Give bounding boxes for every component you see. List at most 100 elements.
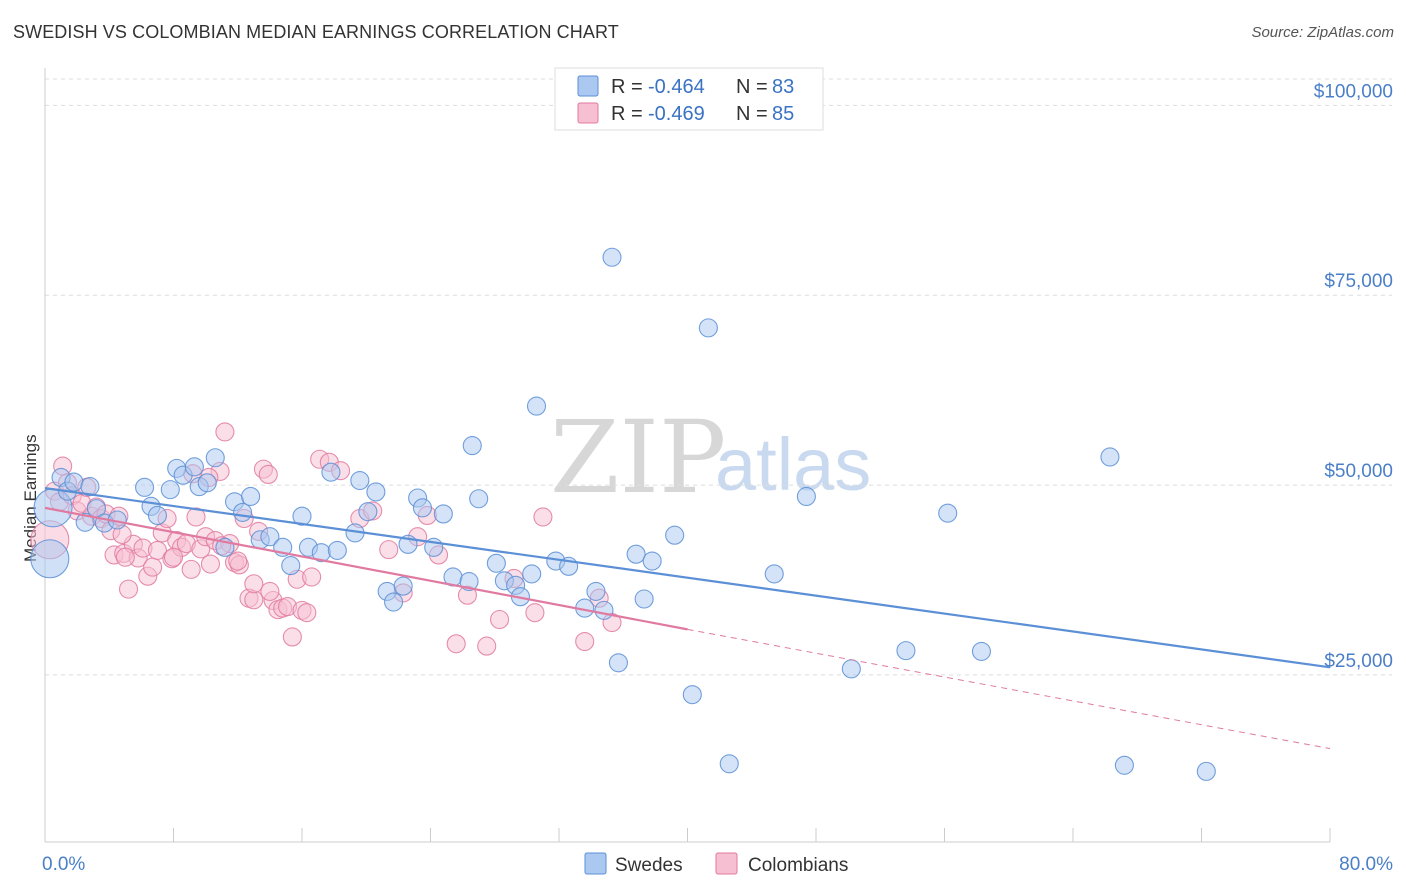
watermark-atlas: atlas [715,423,871,506]
x-tick-label-min: 0.0% [42,854,85,875]
point-swedes [526,396,547,416]
point-colombians [525,603,545,623]
point-colombians [186,507,206,527]
point-colombians [260,581,280,601]
point-swedes [602,247,622,267]
legend-n-label-colombians: N = [736,103,768,125]
legend-bottom-label-swedes: Swedes [615,855,683,876]
point-swedes [796,486,816,507]
legend-r-label-swedes: R = [611,76,643,98]
chart-title: SWEDISH VS COLOMBIAN MEDIAN EARNINGS COR… [13,22,619,42]
point-swedes [160,480,180,500]
point-swedes [75,512,95,532]
point-colombians [143,557,163,577]
point-swedes [241,486,261,507]
point-swedes [292,506,312,526]
point-swedes [486,553,506,573]
point-colombians [302,567,322,587]
point-swedes [594,600,614,620]
point-swedes [841,659,861,679]
legend-r-value-swedes: -0.464 [648,76,705,98]
point-colombians [446,634,466,654]
point-swedes [698,318,718,338]
point-swedes [384,592,404,612]
point-swedes [938,503,958,523]
point-colombians [118,579,139,599]
point-colombians [181,559,201,579]
legend-bottom-swatch-colombians [715,852,738,875]
point-colombians [282,627,302,647]
legend-swatch-swedes [577,75,599,97]
legend-n-value-colombians: 85 [772,103,794,125]
point-colombians [147,540,167,560]
legend-bottom-swatch-swedes [584,852,607,875]
point-colombians [490,609,510,630]
point-swedes [469,489,489,509]
point-swedes [896,641,916,661]
point-swedes [1100,447,1120,467]
y-tick-label: $75,000 [1324,271,1393,292]
point-swedes [64,472,84,492]
legend-bottom: Swedes Colombians [584,852,848,876]
y-tick-label: $25,000 [1324,651,1393,672]
point-swedes [634,589,654,609]
point-colombians [115,547,135,567]
axes [44,68,1331,843]
point-colombians [215,422,235,442]
legend-box [554,67,824,131]
point-swedes [197,473,217,493]
trend-line-colombians [44,506,688,631]
point-swedes [366,482,386,502]
legend-r-label-colombians: R = [611,103,643,125]
point-swedes [764,564,784,584]
y-tick-label: $100,000 [1314,81,1393,102]
point-swedes [327,540,347,560]
point-colombians [228,551,248,571]
point-swedes [459,571,479,592]
point-swedes [358,502,378,522]
point-swedes [233,502,253,522]
trend-line-extension-colombians [687,628,1331,750]
point-colombians [575,631,595,652]
point-swedes [719,754,739,774]
point-swedes [586,581,606,601]
point-colombians [533,507,553,527]
point-colombians [163,547,184,567]
point-swedes [184,457,204,477]
source-credit: Source: ZipAtlas.com [1251,24,1394,41]
point-swedes [608,653,628,673]
legend-r-value-colombians: -0.469 [648,103,705,125]
point-swedes [412,498,433,518]
legend-n-value-swedes: 83 [772,76,794,98]
y-tick-labels: $25,000 $50,000 $75,000 $100,000 [1314,81,1393,672]
point-swedes [260,527,280,547]
point-colombians [379,540,399,560]
watermark: ZIP atlas [550,399,871,516]
point-swedes [80,477,100,497]
legend-bottom-label-colombians: Colombians [748,855,848,876]
point-swedes [393,576,413,596]
point-swedes [1196,761,1216,781]
point-swedes [433,504,453,524]
trend-lines [44,487,1331,750]
point-swedes [665,525,685,545]
point-swedes [30,539,70,579]
point-colombians [258,464,278,484]
point-swedes [321,462,341,482]
series-colombians [30,422,622,656]
point-swedes [522,564,542,584]
point-swedes [462,436,482,456]
point-swedes [205,448,225,468]
point-swedes [350,470,370,491]
x-tick-labels: 0.0% 80.0% [42,854,1393,875]
point-swedes [281,556,301,576]
point-swedes [135,477,155,497]
legend-top: R = -0.464 N = 83 R = -0.469 N = 85 [554,67,824,131]
point-swedes [642,551,662,571]
y-tick-label: $50,000 [1324,461,1393,482]
trend-line-swedes [44,487,1331,669]
point-swedes [626,544,646,564]
point-colombians [297,603,317,623]
legend-swatch-colombians [577,102,599,124]
